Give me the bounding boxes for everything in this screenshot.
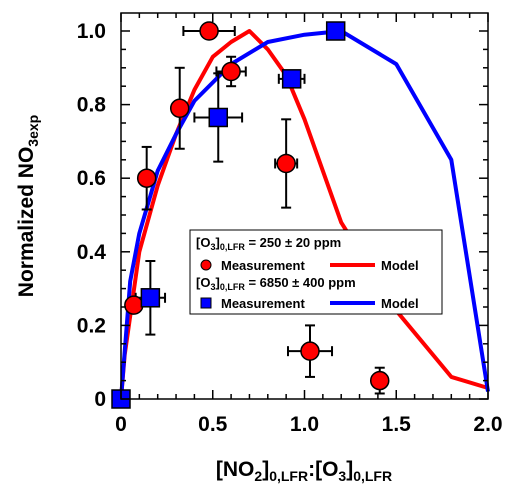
measurement-point-square [281,69,302,89]
legend: [O3]0,LFR = 250 ± 20 ppm Measurement Mod… [189,229,443,315]
measurement-point-circle [169,98,190,119]
y-tick-label: 0.6 [77,167,106,190]
plot-frame [120,12,489,400]
x-tick-label: 1.5 [382,413,412,436]
measurement-point-square [325,21,346,41]
legend-group2-measurement: Measurement [221,296,305,311]
legend-marker-square [200,297,212,309]
axis-ticks [120,13,489,400]
legend-group1-model: Model [381,258,419,273]
legend-group2-title: [O3]0,LFR = 6850 ± 400 ppm [196,275,356,292]
measurement-point-circle [124,295,144,315]
y-axis-title: Normalized NO3exp [15,115,41,297]
measurement-point-circle [276,153,296,174]
measurement-point-circle [199,21,219,41]
measurement-point-circle [369,370,390,391]
tick-labels: 0 0.5 1.0 1.5 2.0 0 0.2 0.4 0.6 0.8 1.0 [77,20,503,436]
measurement-point-square [208,107,229,128]
legend-group1-measurement: Measurement [221,258,305,273]
legend-group1-title: [O3]0,LFR = 250 ± 20 ppm [196,235,341,252]
y-tick-label: 0.4 [77,241,107,264]
data-markers [111,21,390,409]
x-tick-label: 0 [115,413,127,436]
y-tick-label: 0.8 [77,94,107,117]
y-tick-label: 0.2 [77,314,106,337]
legend-marker-circle [200,259,212,271]
x-tick-label: 0.5 [198,413,228,436]
legend-group2-model: Model [381,296,419,311]
measurement-point-circle [136,168,157,188]
y-tick-label: 0 [94,388,106,411]
legend-box [189,229,443,315]
error-bars [127,26,385,395]
x-tick-label: 2.0 [473,413,502,436]
y-tick-label: 1.0 [77,20,106,43]
measurement-point-circle [300,341,320,361]
x-axis-title: [NO2]0,LFR:[O3]0,LFR [216,458,392,484]
x-tick-label: 1.0 [290,413,319,436]
measurement-point-square [140,288,161,308]
measurement-point-circle [221,61,241,82]
